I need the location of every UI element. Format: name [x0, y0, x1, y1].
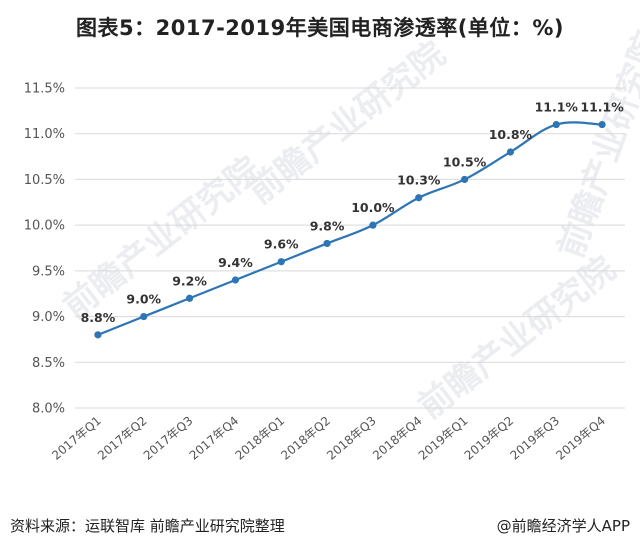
- y-tick-label: 8.0%: [32, 402, 65, 417]
- data-label: 9.2%: [172, 273, 207, 288]
- data-point: [460, 175, 469, 184]
- data-point: [277, 258, 285, 266]
- x-tick-label: 2018年Q4: [370, 414, 425, 463]
- x-tick-label: 2019年Q3: [508, 414, 563, 463]
- x-tick-label: 2019年Q2: [462, 414, 517, 463]
- y-tick-label: 11.5%: [24, 82, 65, 97]
- data-point: [506, 148, 515, 156]
- watermark-text: 前瞻产业研究院: [551, 26, 640, 263]
- data-label: 10.8%: [489, 127, 533, 142]
- data-point: [140, 312, 148, 321]
- series-group: [94, 120, 606, 339]
- data-label: 10.3%: [397, 173, 441, 188]
- x-axis-ticks: 2017年Q12017年Q22017年Q32017年Q42018年Q12018年…: [49, 414, 608, 463]
- y-tick-label: 10.0%: [24, 219, 65, 234]
- series-line: [97, 121, 603, 336]
- data-label: 10.0%: [351, 200, 395, 215]
- x-tick-label: 2018年Q2: [278, 414, 333, 463]
- data-point: [185, 294, 194, 302]
- watermark-text: 前瞻产业研究院: [411, 249, 623, 427]
- data-labels: 8.8%9.0%9.2%9.4%9.6%9.8%10.0%10.3%10.5%1…: [81, 100, 625, 325]
- watermark-text: 前瞻产业研究院: [56, 149, 268, 327]
- y-tick-label: 11.0%: [24, 127, 65, 142]
- x-tick-label: 2018年Q3: [324, 414, 379, 463]
- source-note: 资料来源：运联智库 前瞻产业研究院整理: [10, 517, 285, 535]
- data-label: 11.1%: [535, 100, 579, 115]
- data-label: 9.6%: [264, 237, 299, 252]
- data-label: 9.4%: [218, 255, 253, 270]
- data-label: 10.5%: [443, 154, 487, 169]
- x-tick-label: 2017年Q3: [141, 414, 196, 463]
- y-tick-label: 9.0%: [32, 310, 65, 325]
- x-tick-label: 2017年Q4: [187, 414, 242, 463]
- x-tick-label: 2019年Q4: [553, 414, 608, 463]
- data-point: [415, 194, 423, 202]
- data-label: 8.8%: [81, 310, 116, 325]
- data-point: [231, 276, 240, 284]
- x-tick-label: 2017年Q2: [95, 414, 150, 463]
- grid-lines: [75, 87, 625, 409]
- x-tick-label: 2017年Q1: [49, 414, 104, 463]
- x-tick-label: 2018年Q1: [233, 414, 288, 463]
- data-point: [552, 120, 560, 129]
- credit-note: @前瞻经济学人APP: [496, 517, 630, 535]
- chart-title: 图表5：2017-2019年美国电商渗透率(单位：%): [76, 16, 564, 40]
- y-tick-label: 8.5%: [32, 356, 65, 371]
- y-tick-label: 9.5%: [32, 264, 65, 279]
- data-point: [598, 120, 606, 129]
- data-point: [94, 331, 102, 339]
- data-label: 9.8%: [310, 218, 345, 233]
- y-axis-ticks: 8.0% 8.5% 9.0% 9.5% 10.0% 10.5% 11.0% 11.5%: [24, 82, 65, 417]
- data-point: [369, 221, 377, 229]
- data-point: [323, 239, 331, 248]
- y-tick-label: 10.5%: [24, 173, 65, 188]
- data-label: 11.1%: [580, 100, 624, 115]
- data-label: 9.0%: [126, 292, 161, 307]
